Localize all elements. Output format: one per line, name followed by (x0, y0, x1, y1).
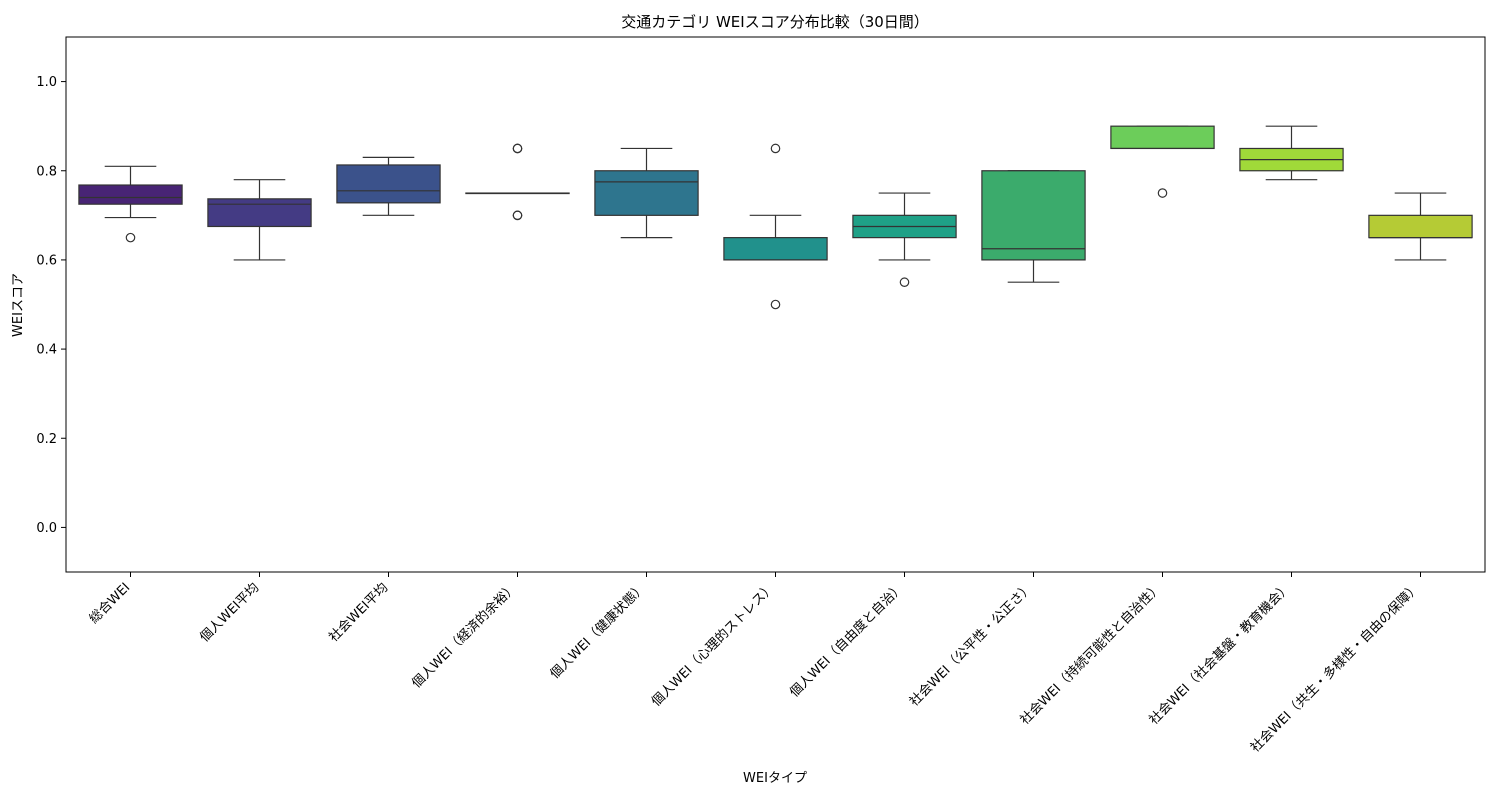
box-item (1239, 125, 1344, 181)
box-item (1368, 192, 1473, 261)
box-item (78, 165, 183, 243)
box-item (336, 156, 441, 216)
x-tick-label: 個人WEI（心理的ストレス） (648, 580, 778, 710)
x-tick-label: 個人WEI（経済的余裕） (409, 580, 521, 692)
y-tick-label: 0.4 (36, 343, 57, 358)
plot-area-frame (65, 36, 1486, 573)
y-tick-label: 0.2 (36, 432, 57, 447)
box-iqr (981, 170, 1086, 261)
y-tick-label: 0.0 (36, 521, 57, 536)
outlier-point (770, 299, 781, 310)
x-axis-label: WEIタイプ (743, 771, 807, 786)
outlier-point (512, 210, 523, 221)
x-tick-label: 社会WEI（公平性・公正さ） (906, 580, 1036, 710)
x-tick-label: 個人WEI平均 (197, 580, 262, 645)
box-iqr (1368, 214, 1473, 239)
chart-title: 交通カテゴリ WEIスコア分布比較（30日間） (621, 13, 929, 31)
y-axis: 0.0 0.2 0.4 0.6 0.8 1.0 (36, 75, 66, 536)
box-item (852, 192, 957, 288)
box-iqr (78, 184, 183, 205)
box-iqr (336, 164, 441, 204)
box-iqr (207, 198, 312, 228)
x-tick-label: 個人WEI（自由度と自治） (786, 580, 907, 701)
box-item (1110, 125, 1215, 198)
y-tick-label: 0.6 (36, 253, 57, 268)
y-tick-label: 1.0 (36, 75, 57, 90)
box-iqr (723, 237, 828, 261)
x-tick-label: 社会WEI（社会基盤・教育機会） (1146, 580, 1294, 728)
y-tick-label: 0.8 (36, 164, 57, 179)
box-item (207, 179, 312, 261)
outlier-point (512, 143, 523, 154)
outlier-point (770, 143, 781, 154)
x-tick-label: 個人WEI（健康状態） (547, 580, 649, 682)
box-item (594, 147, 699, 239)
outlier-point (899, 277, 910, 288)
y-axis-label: WEIスコア (11, 273, 26, 337)
box-item (465, 143, 570, 221)
outlier-point (1157, 188, 1168, 198)
x-axis: 総合WEI 個人WEI平均 社会WEI平均 個人WEI（経済的余裕） 個人WEI（健康状… (87, 572, 1423, 756)
x-tick-label: 社会WEI平均 (326, 580, 392, 646)
outlier-point (125, 232, 136, 243)
box-item (981, 170, 1086, 283)
box-series (78, 125, 1473, 310)
box-iqr (594, 170, 699, 216)
box-item (723, 143, 828, 310)
box-iqr (1110, 125, 1215, 150)
x-tick-label: 社会WEI（持続可能性と自治性） (1017, 580, 1165, 728)
x-tick-label: 総合WEI (87, 580, 134, 627)
